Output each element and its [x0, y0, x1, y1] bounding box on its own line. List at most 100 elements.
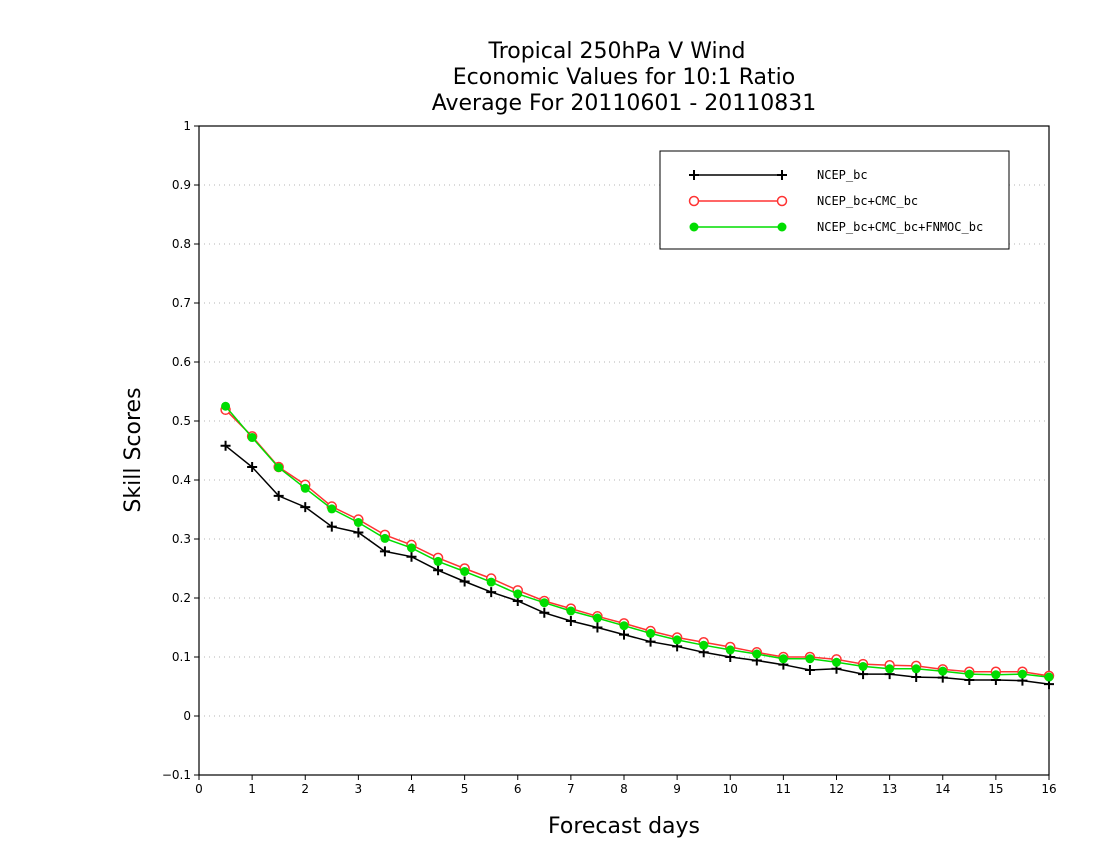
data-point — [220, 440, 231, 451]
data-point — [804, 664, 815, 675]
data-point — [486, 587, 497, 598]
y-tick-label: 0.2 — [172, 591, 191, 605]
y-tick-label: 0.9 — [172, 178, 191, 192]
x-tick-label: 15 — [988, 782, 1003, 796]
legend-marker-filled-circle-right — [777, 222, 787, 232]
chart-title-line-2: Economic Values for 10:1 Ratio — [453, 65, 795, 90]
data-point — [938, 666, 948, 676]
data-point — [221, 401, 231, 411]
data-point — [832, 657, 841, 667]
y-tick-label: 0.5 — [172, 414, 191, 428]
data-point — [646, 628, 656, 638]
y-tick-label: 0.7 — [172, 296, 191, 310]
data-point — [539, 607, 550, 618]
legend-marker-filled-circle-left — [689, 222, 699, 232]
data-point — [539, 598, 549, 608]
series-2 — [221, 401, 1054, 682]
data-point — [380, 533, 390, 543]
data-point — [407, 543, 416, 553]
data-point — [592, 622, 603, 633]
legend-label-ncep-cmc-fnmoc: NCEP_bc+CMC_bc+FNMOC_bc — [817, 220, 983, 234]
y-tick-label: 0 — [183, 709, 191, 723]
grid — [199, 184, 1049, 717]
x-tick-label: 5 — [461, 782, 469, 796]
x-tick-label: 3 — [355, 782, 363, 796]
data-point — [273, 490, 284, 501]
chart-title-line-3: Average For 20110601 - 20110831 — [432, 91, 817, 116]
y-tick-label: 1 — [183, 119, 191, 133]
legend-entry-ncep-bc: NCEP_bc — [689, 168, 868, 182]
data-point — [247, 462, 258, 473]
chart-title-line-1: Tropical 250hPa V Wind — [487, 39, 745, 64]
series-line — [225, 405, 1050, 678]
x-tick-label: 11 — [776, 782, 791, 796]
data-point — [805, 654, 815, 664]
y-axis-label: Skill Scores — [121, 387, 146, 512]
data-point — [300, 483, 310, 493]
x-tick-label: 7 — [567, 782, 575, 796]
data-point — [274, 463, 284, 473]
series-line — [225, 409, 1050, 677]
data-point — [619, 621, 629, 631]
data-point — [460, 566, 470, 576]
data-point — [592, 613, 602, 623]
data-point — [778, 654, 788, 664]
y-tick-label: −0.1 — [162, 768, 191, 782]
x-tick-label: 1 — [248, 782, 256, 796]
data-point — [752, 649, 762, 659]
x-tick-label: 12 — [829, 782, 844, 796]
x-tick-label: 2 — [301, 782, 309, 796]
series-layer — [220, 401, 1055, 690]
data-point — [327, 504, 337, 514]
data-point — [1044, 672, 1054, 682]
legend-label-ncep-bc: NCEP_bc — [817, 168, 868, 182]
data-point — [326, 521, 337, 532]
data-point — [433, 556, 443, 566]
x-tick-label: 4 — [408, 782, 416, 796]
plot-frame — [198, 125, 1050, 776]
legend: NCEP_bc NCEP_bc+CMC_bc NCEP_bc+CMC_bc+FN… — [659, 150, 1010, 250]
x-axis-label: Forecast days — [548, 814, 700, 839]
series-0 — [220, 440, 1054, 690]
data-point — [513, 589, 523, 599]
data-point — [565, 616, 576, 627]
x-tick-label: 9 — [673, 782, 681, 796]
legend-entry-ncep-cmc: NCEP_bc+CMC_bc — [688, 194, 918, 208]
series-1 — [220, 404, 1055, 682]
legend-box — [659, 150, 1010, 250]
y-tick-label: 0.1 — [172, 650, 191, 664]
data-point — [991, 670, 1001, 680]
data-point — [645, 636, 656, 647]
data-point — [672, 635, 682, 645]
legend-label-ncep-cmc: NCEP_bc+CMC_bc — [817, 194, 918, 208]
x-tick-label: 10 — [723, 782, 738, 796]
y-tick-label: 0.4 — [172, 473, 191, 487]
data-point — [379, 546, 390, 557]
x-tick-label: 16 — [1041, 782, 1056, 796]
data-point — [1017, 669, 1027, 679]
x-tick-label: 13 — [882, 782, 897, 796]
data-point — [725, 645, 735, 655]
data-point — [406, 551, 417, 562]
data-point — [300, 502, 311, 513]
y-tick-label: 0.3 — [172, 532, 191, 546]
series-line — [225, 445, 1050, 685]
x-tick-label: 0 — [195, 782, 203, 796]
axes: −0.100.10.20.30.40.50.60.70.80.910 1 2 3 4 5 6… — [162, 119, 1057, 796]
data-point — [353, 527, 364, 538]
data-point — [885, 664, 895, 674]
y-tick-label: 0.8 — [172, 237, 191, 251]
legend-marker-plus — [689, 170, 787, 180]
data-point — [433, 565, 444, 576]
data-point — [858, 661, 868, 671]
data-point — [459, 576, 470, 587]
data-point — [699, 640, 709, 650]
data-point — [566, 606, 576, 616]
data-point — [353, 517, 363, 527]
data-point — [964, 669, 974, 679]
data-point — [911, 664, 921, 674]
y-tick-label: 0.6 — [172, 355, 191, 369]
x-tick-label: 6 — [514, 782, 522, 796]
data-point — [486, 577, 496, 587]
data-point — [619, 629, 629, 640]
